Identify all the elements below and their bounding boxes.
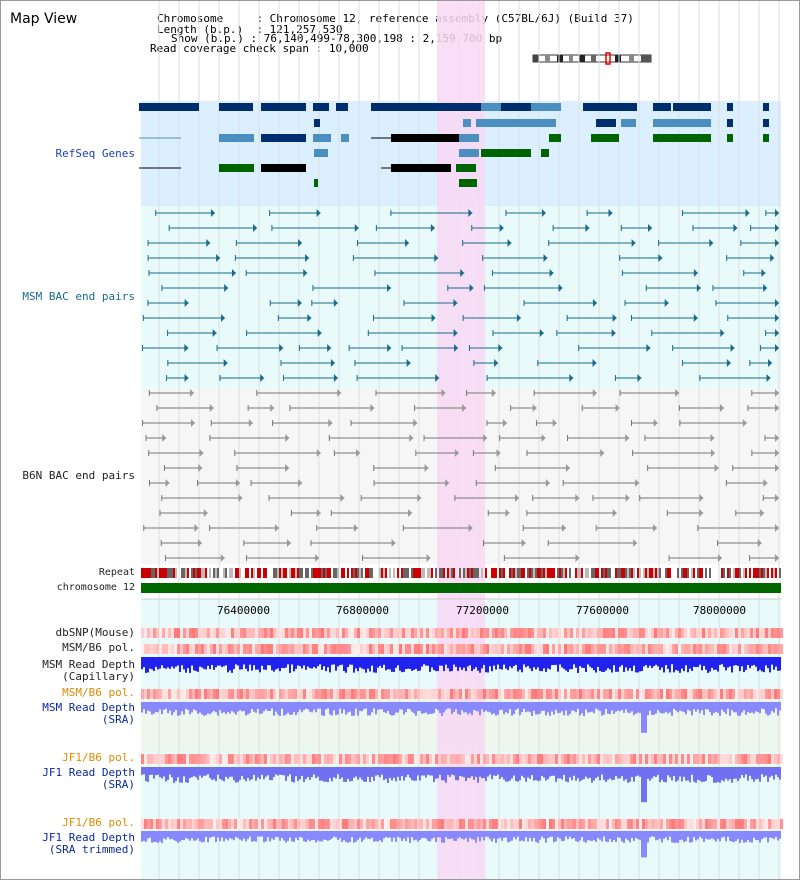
axis-tick-1: 76400000	[217, 604, 270, 617]
track-label-dbsnp[interactable]: dbSNP(Mouse)	[55, 626, 135, 639]
axis-tick-3: 77200000	[456, 604, 509, 617]
track-label-jf1-depth-trimmed[interactable]: JF1 Read Depth (SRA trimmed)	[1, 832, 135, 856]
axis-tick-5: 78000000	[693, 604, 746, 617]
msm-depth-sra-line1: MSM Read Depth	[42, 701, 135, 714]
jf1-trim-line1: JF1 Read Depth	[42, 831, 135, 844]
selection-highlight[interactable]	[437, 1, 485, 880]
length-label: Length (b.p.)	[157, 23, 244, 36]
length-value: 121,257,530	[269, 23, 343, 36]
track-label-msm-depth-capillary[interactable]: MSM Read Depth (Capillary)	[1, 659, 135, 683]
track-label-chromosome[interactable]: chromosome 12	[56, 582, 135, 593]
show-label: Show (b.p.)	[171, 32, 244, 45]
track-label-jf1-b6-pol-2[interactable]: JF1/B6 pol.	[62, 816, 135, 829]
jf1-trim-line2: (SRA trimmed)	[48, 843, 135, 856]
data-tracks[interactable]	[141, 628, 783, 858]
msm-depth-cap-line1: MSM Read Depth	[42, 658, 135, 671]
chromosome-label: Chromosome	[157, 12, 224, 25]
track-label-jf1-depth[interactable]: JF1 Read Depth (SRA)	[1, 767, 135, 791]
b6n-bac-pairs-track[interactable]	[142, 389, 779, 562]
chromosome-ideogram[interactable]	[532, 52, 652, 65]
track-label-repeat[interactable]: Repeat	[98, 567, 135, 578]
span-value: 10,000	[328, 42, 369, 55]
track-label-msm-b6-pol-2[interactable]: MSM/B6 pol.	[62, 686, 135, 699]
jf1-depth-line1: JF1 Read Depth	[42, 766, 135, 779]
axis-tick-4: 77600000	[576, 604, 629, 617]
msm-depth-sra-line2: (SRA)	[101, 713, 135, 726]
msm-bac-pairs-track[interactable]	[142, 209, 779, 382]
info-length: Length (b.p.) : 121,257,530	[157, 23, 343, 36]
track-label-b6n-bac[interactable]: B6N BAC end pairs	[22, 469, 135, 482]
repeat-track[interactable]	[141, 568, 781, 578]
track-label-msm-bac[interactable]: MSM BAC end pairs	[22, 290, 135, 303]
track-label-jf1-b6-pol[interactable]: JF1/B6 pol.	[62, 751, 135, 764]
refseq-genes-track[interactable]	[139, 103, 769, 187]
axis-tick-2: 76800000	[336, 604, 389, 617]
msm-depth-cap-line2: (Capillary)	[62, 670, 135, 683]
jf1-depth-line2: (SRA)	[101, 778, 135, 791]
page-title: Map View	[10, 11, 78, 27]
chromosome-bar[interactable]	[141, 583, 781, 593]
track-label-refseq[interactable]: RefSeq Genes	[55, 147, 135, 160]
track-label-msm-depth-sra[interactable]: MSM Read Depth (SRA)	[1, 702, 135, 726]
track-label-msm-b6-pol[interactable]: MSM/B6 pol.	[62, 641, 135, 654]
